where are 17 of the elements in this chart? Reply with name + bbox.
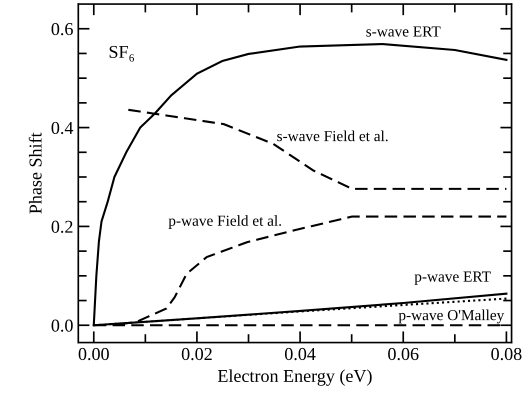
x-tick-label: 0.06 bbox=[388, 348, 419, 360]
annotation: s-wave ERT bbox=[366, 26, 441, 37]
x-tick-label: 0.04 bbox=[284, 348, 316, 360]
annotation: s-wave Field et al. bbox=[277, 130, 388, 142]
annotation: p-wave O'Malley bbox=[398, 310, 504, 324]
x-tick-label: 0.02 bbox=[182, 348, 212, 360]
y-tick-label: 0.0 bbox=[52, 320, 73, 332]
y-axis-title: Phase Shift bbox=[28, 132, 42, 214]
x-tick-label: 0.00 bbox=[78, 348, 109, 360]
annotation: SF₆ bbox=[110, 46, 134, 62]
y-tick-label: 0.6 bbox=[52, 22, 73, 36]
y-tick-label: 0.2 bbox=[52, 220, 72, 233]
x-tick-label: 0.08 bbox=[491, 348, 522, 360]
annotation: p-wave ERT bbox=[414, 272, 491, 285]
y-tick-label: 0.4 bbox=[52, 122, 74, 134]
annotation: p-wave Field et al. bbox=[168, 215, 282, 229]
x-axis-title: Electron Energy (eV) bbox=[218, 369, 372, 386]
